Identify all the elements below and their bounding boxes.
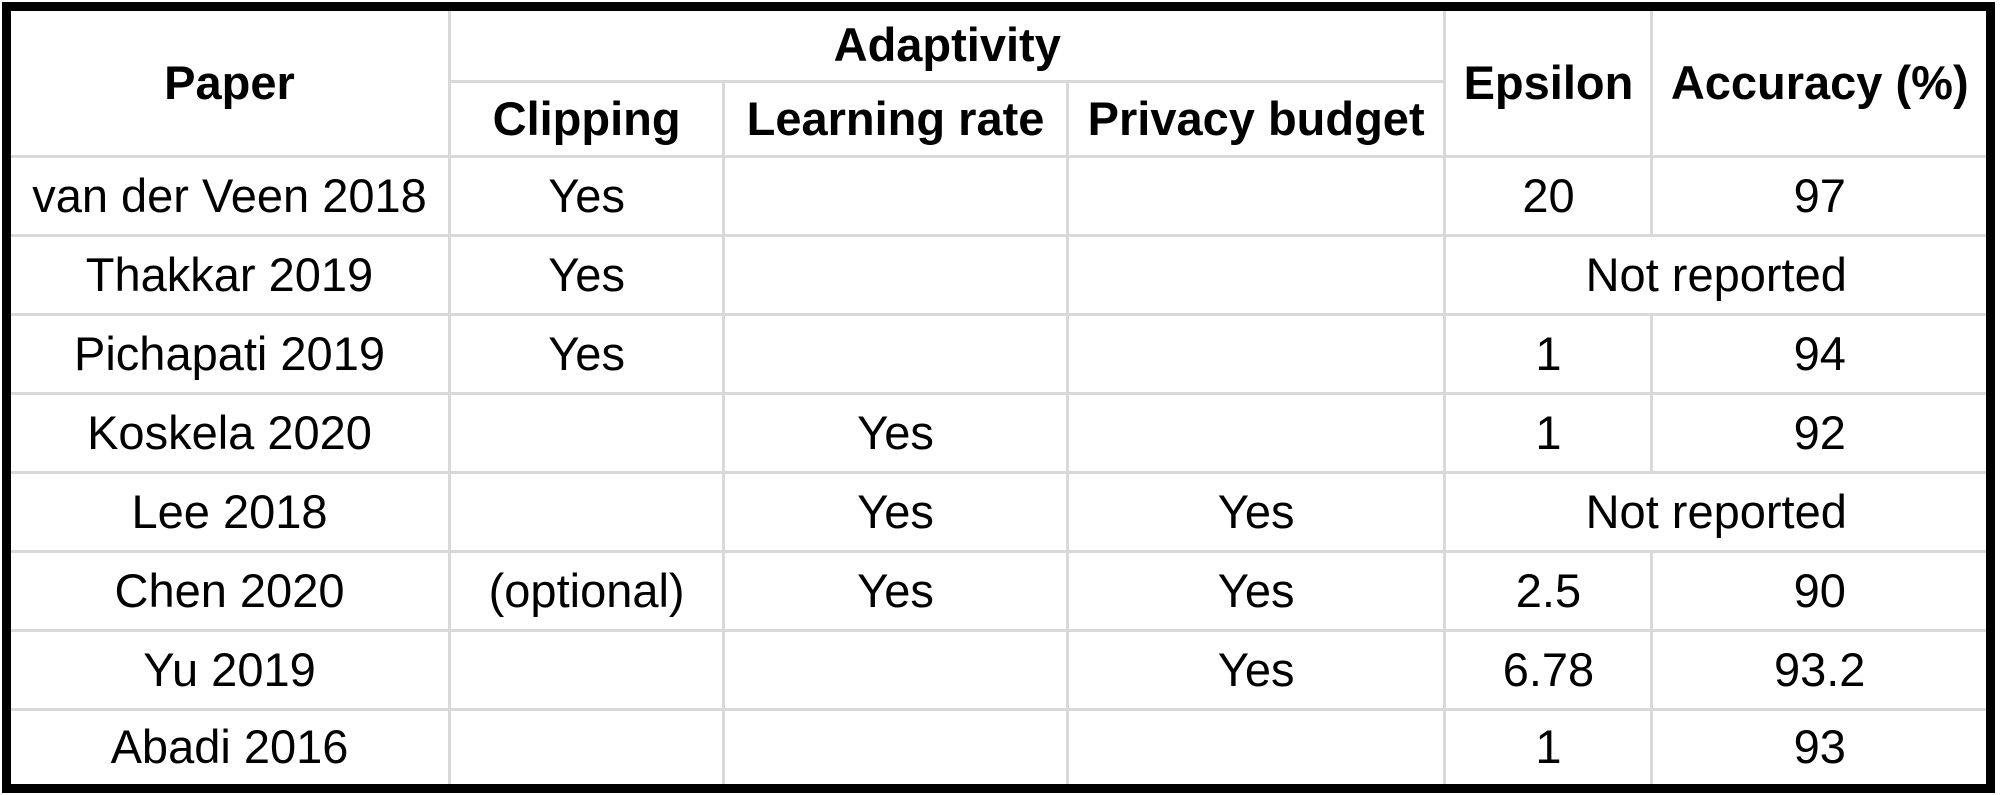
header-clipping: Clipping bbox=[447, 79, 726, 158]
cell-paper: Chen 2020 bbox=[5, 549, 451, 632]
cell-accuracy: 93.2 bbox=[1650, 628, 1992, 711]
cell-epsilon: 2.5 bbox=[1443, 549, 1654, 632]
table-row: Abadi 2016 1 93 bbox=[5, 707, 1992, 791]
cell-learning-rate bbox=[722, 154, 1069, 237]
cell-clipping bbox=[447, 391, 726, 474]
cell-epsilon: 6.78 bbox=[1443, 628, 1654, 711]
cell-learning-rate bbox=[722, 628, 1069, 711]
cell-accuracy: 94 bbox=[1650, 312, 1992, 395]
cell-privacy-budget bbox=[1065, 312, 1447, 395]
cell-learning-rate: Yes bbox=[722, 549, 1069, 632]
cell-paper: Koskela 2020 bbox=[5, 391, 451, 474]
cell-learning-rate bbox=[722, 707, 1069, 791]
cell-epsilon: 20 bbox=[1443, 154, 1654, 237]
cell-privacy-budget bbox=[1065, 154, 1447, 237]
cell-learning-rate: Yes bbox=[722, 391, 1069, 474]
cell-learning-rate bbox=[722, 312, 1069, 395]
header-adaptivity: Adaptivity bbox=[447, 5, 1447, 83]
table-row: Yu 2019 Yes 6.78 93.2 bbox=[5, 628, 1992, 711]
cell-privacy-budget bbox=[1065, 233, 1447, 316]
table-row: Lee 2018 Yes Yes Not reported bbox=[5, 470, 1992, 553]
table-row: Chen 2020 (optional) Yes Yes 2.5 90 bbox=[5, 549, 1992, 632]
cell-epsilon: 1 bbox=[1443, 391, 1654, 474]
cell-learning-rate: Yes bbox=[722, 470, 1069, 553]
cell-paper: Lee 2018 bbox=[5, 470, 451, 553]
cell-privacy-budget bbox=[1065, 391, 1447, 474]
cell-paper: Pichapati 2019 bbox=[5, 312, 451, 395]
cell-clipping: (optional) bbox=[447, 549, 726, 632]
cell-privacy-budget: Yes bbox=[1065, 470, 1447, 553]
header-row-sub: Clipping Learning rate Privacy budget bbox=[7, 79, 1991, 158]
header-privacy-budget: Privacy budget bbox=[1065, 79, 1447, 158]
cell-learning-rate bbox=[722, 233, 1069, 316]
header-learning-rate: Learning rate bbox=[722, 79, 1069, 158]
table-row: Koskela 2020 Yes 1 92 bbox=[5, 391, 1992, 474]
cell-clipping bbox=[447, 707, 726, 791]
cell-clipping bbox=[447, 628, 726, 711]
cell-accuracy: 92 bbox=[1650, 391, 1992, 474]
cell-accuracy: 90 bbox=[1650, 549, 1992, 632]
cell-clipping: Yes bbox=[447, 154, 726, 237]
table-row: Thakkar 2019 Yes Not reported bbox=[5, 233, 1992, 316]
cell-clipping: Yes bbox=[447, 312, 726, 395]
cell-privacy-budget: Yes bbox=[1065, 628, 1447, 711]
cell-privacy-budget: Yes bbox=[1065, 549, 1447, 632]
cell-paper: Thakkar 2019 bbox=[5, 233, 451, 316]
cell-epsilon: 1 bbox=[1443, 312, 1654, 395]
cell-paper: Yu 2019 bbox=[5, 628, 451, 711]
cell-paper: Abadi 2016 bbox=[5, 707, 451, 791]
table-row: Pichapati 2019 Yes 1 94 bbox=[5, 312, 1992, 395]
header-row-top: Paper Adaptivity Epsilon Accuracy (%) bbox=[5, 5, 1992, 158]
cell-clipping: Yes bbox=[447, 233, 726, 316]
header-epsilon: Epsilon bbox=[1443, 5, 1654, 158]
cell-not-reported: Not reported bbox=[1443, 233, 1992, 316]
header-paper: Paper bbox=[5, 5, 451, 158]
cell-not-reported: Not reported bbox=[1443, 470, 1992, 553]
cell-privacy-budget bbox=[1065, 707, 1447, 791]
cell-clipping bbox=[447, 470, 726, 553]
cell-paper: van der Veen 2018 bbox=[5, 154, 451, 237]
header-accuracy: Accuracy (%) bbox=[1650, 5, 1992, 158]
cell-accuracy: 97 bbox=[1650, 154, 1992, 237]
cell-accuracy: 93 bbox=[1650, 707, 1992, 791]
table-row: van der Veen 2018 Yes 20 97 bbox=[5, 154, 1992, 237]
cell-epsilon: 1 bbox=[1443, 707, 1654, 791]
